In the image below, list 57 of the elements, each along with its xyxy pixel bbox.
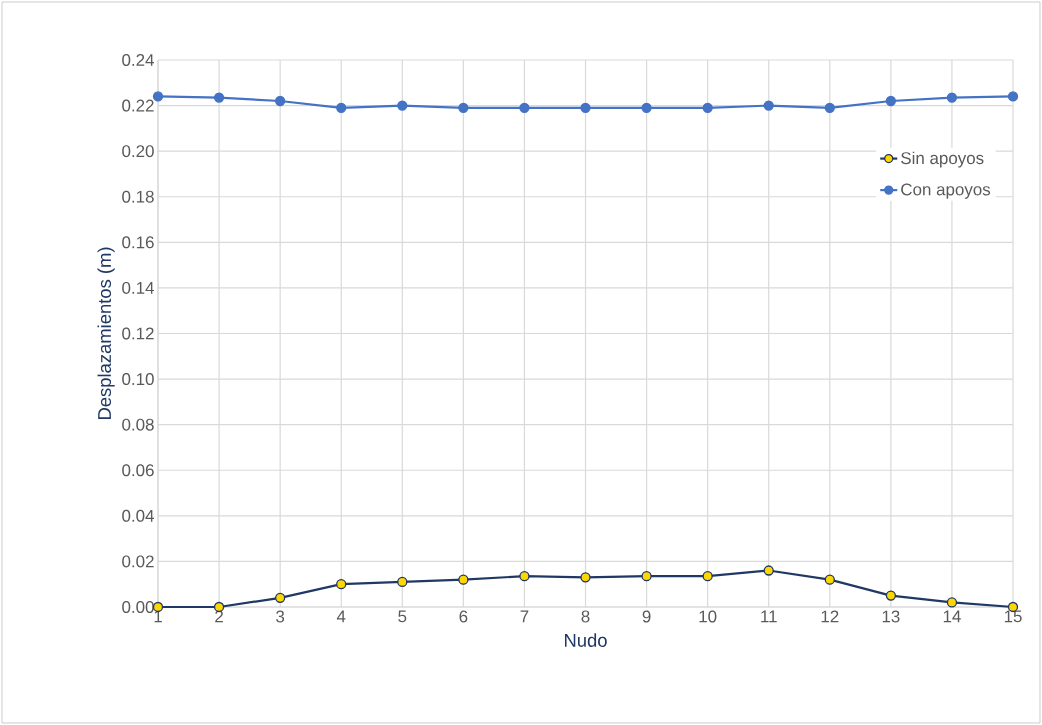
point: [458, 574, 469, 585]
y-axis-title: Desplazamientos (m): [97, 247, 115, 420]
point: [641, 571, 652, 582]
point: [519, 571, 530, 582]
y-tick-label: 0.04: [122, 509, 154, 522]
x-tick-label: 11: [761, 610, 777, 623]
point: [336, 102, 347, 113]
point: [336, 579, 347, 590]
legend-label: Sin apoyos: [901, 151, 984, 168]
point: [152, 91, 164, 102]
x-tick-label: 4: [336, 610, 346, 623]
y-tick-label: 0.12: [122, 327, 154, 340]
point: [763, 565, 774, 576]
point: [519, 102, 530, 113]
x-tick-label: 8: [581, 610, 590, 623]
point: [946, 597, 958, 608]
x-tick-label: 12: [821, 610, 839, 623]
y-tick-label: 0.14: [122, 281, 154, 294]
point: [641, 102, 652, 113]
point: [213, 92, 225, 103]
x-tick-label: 6: [459, 610, 468, 623]
y-tick-label: 0.06: [122, 464, 154, 477]
y-tick-label: 0.24: [122, 53, 154, 66]
point: [763, 100, 774, 111]
point: [946, 92, 958, 103]
y-tick-label: 0.16: [122, 236, 154, 249]
legend-label: Con apoyos: [901, 183, 991, 199]
x-tick-label: 13: [882, 610, 900, 623]
point: [397, 100, 408, 111]
point: [885, 590, 897, 601]
x-tick-label: 14: [943, 610, 961, 623]
x-tick-label: 10: [699, 610, 717, 623]
x-tick-label: 15: [1004, 610, 1022, 623]
x-tick-label: 5: [398, 610, 407, 623]
x-tick-label: 9: [642, 610, 651, 623]
point: [702, 571, 713, 582]
y-tick-label: 0.18: [122, 190, 154, 203]
y-tick-label: 0.10: [122, 373, 154, 386]
point: [885, 95, 897, 107]
point: [824, 102, 835, 113]
y-tick-label: 0.02: [122, 555, 154, 568]
y-tick-label: 0.08: [122, 418, 154, 431]
point: [824, 574, 835, 585]
point: [580, 572, 591, 583]
y-tick-label: 0.20: [122, 145, 154, 158]
point: [458, 102, 469, 113]
y-tick-label: 0.00: [122, 600, 154, 613]
point: [275, 95, 286, 107]
point: [580, 102, 591, 113]
x-axis-title: Nudo: [565, 633, 607, 647]
point: [397, 576, 408, 588]
point: [275, 592, 286, 604]
y-tick-label: 0.22: [122, 99, 154, 112]
x-tick-label: 3: [276, 610, 285, 623]
point: [702, 102, 713, 113]
point: [1007, 91, 1019, 102]
x-tick-label: 7: [520, 610, 529, 623]
